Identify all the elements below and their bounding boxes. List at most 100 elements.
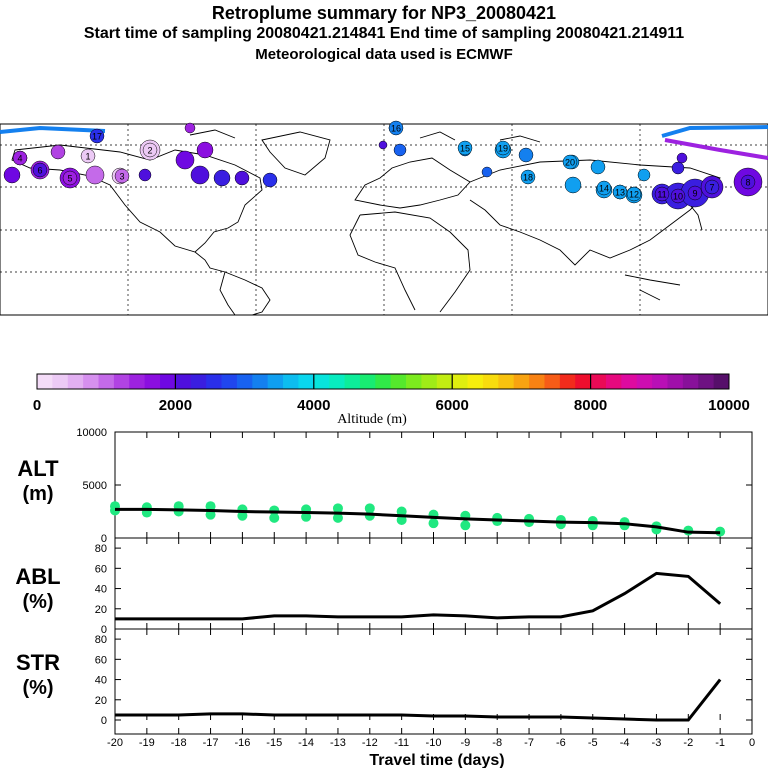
alt-scatter-point — [460, 520, 471, 531]
map-panel: 17 16 15 19 20 18 14 13 12 11 10 9 8 7 6 5 4 3 2 1 — [0, 120, 768, 316]
x-tick-label: -16 — [234, 737, 250, 749]
map-day-marker-label: 14 — [599, 184, 609, 194]
colorbar-cell — [467, 374, 484, 389]
colorbar-cell — [221, 374, 238, 389]
x-tick-label: -9 — [460, 737, 470, 749]
plume-blob — [175, 150, 195, 170]
alt-panel-unit: (m) — [22, 483, 53, 505]
colorbar-cell — [652, 374, 668, 389]
colorbar-ticks: 0 2000 4000 6000 8000 10000 — [33, 374, 750, 414]
colorbar-cell — [529, 374, 545, 389]
y-tick-label: 20 — [95, 695, 107, 707]
abl-panel: 0 20 40 60 80 — [95, 538, 753, 636]
map-day-marker — [704, 179, 720, 195]
plume-blob — [262, 172, 278, 188]
south-america-coast — [194, 251, 271, 316]
x-tick-label: -7 — [524, 737, 534, 749]
alt-panel: 0 5000 10000 — [76, 427, 753, 545]
time-series-panels: ALT (m) ABL (%) STR (%) 0 5000 10000 0 20 40… — [15, 427, 755, 768]
map-day-marker-label: 2 — [147, 146, 152, 156]
map-day-marker — [12, 150, 28, 166]
alt-scatter-point — [396, 506, 407, 517]
alt-scatter-point — [269, 512, 280, 523]
colorbar-cell — [498, 374, 515, 389]
colorbar-tick-label: 2000 — [159, 397, 192, 414]
alt-scatter-point — [205, 509, 216, 520]
map-coastlines — [11, 129, 721, 316]
map-day-marker — [687, 185, 703, 201]
track-blue-east — [661, 125, 768, 138]
y-tick-label: 20 — [95, 604, 107, 616]
abl-panel-unit: (%) — [22, 591, 53, 613]
colorbar-cell — [98, 374, 115, 389]
x-tick-label: -2 — [683, 737, 693, 749]
x-tick-label: -20 — [107, 737, 123, 749]
colorbar-cell — [329, 374, 345, 389]
map-day-marker-label: 6 — [37, 166, 42, 176]
colorbar-cell — [313, 374, 330, 389]
str-series-line — [115, 678, 722, 722]
met-data-text: Meteorological data used is ECMWF — [255, 46, 513, 63]
chart-title: Retroplume summary for NP3_20080421 — [211, 3, 557, 23]
plume-blob — [564, 176, 582, 194]
africa-coast — [349, 211, 471, 313]
y-tick-label: 40 — [95, 584, 107, 596]
colorbar-cell — [621, 374, 638, 389]
alt-scatter-point — [332, 503, 343, 514]
colorbar-cells — [37, 374, 730, 389]
x-tick-label: -19 — [139, 737, 155, 749]
map-day-marker — [114, 168, 130, 184]
map-day-marker-label: 5 — [67, 174, 72, 184]
colorbar-cell — [129, 374, 146, 389]
plume-blob — [184, 122, 196, 134]
map-day-marker — [32, 162, 48, 178]
y-tick-label: 60 — [95, 654, 107, 666]
map-day-marker — [740, 174, 756, 190]
y-tick-label: 0 — [101, 624, 107, 636]
sampling-time-text: Start time of sampling 20080421.214841 E… — [83, 25, 685, 42]
plume-tracks — [0, 125, 768, 160]
colorbar-cell — [175, 374, 192, 389]
map-day-marker-label: 12 — [629, 190, 639, 200]
altitude-colorbar: 0 2000 4000 6000 8000 10000 Altitude (m) — [33, 373, 750, 427]
track-purple-east — [664, 138, 768, 160]
map-day-marker — [596, 180, 612, 196]
str-panel-label: STR — [16, 650, 60, 675]
x-tick-label: -12 — [362, 737, 378, 749]
x-axis-label: Travel time (days) — [369, 752, 504, 768]
map-day-marker — [562, 154, 578, 170]
x-tick-label: -18 — [171, 737, 187, 749]
y-tick-label: 80 — [95, 634, 107, 646]
map-day-marker-label: 7 — [709, 183, 714, 193]
str-panel: 0 20 40 60 80 — [95, 629, 753, 727]
colorbar-cell — [698, 374, 715, 389]
colorbar-cell — [252, 374, 269, 389]
map-day-marker — [142, 142, 158, 158]
abl-series-line — [115, 571, 722, 621]
map-day-marker — [495, 140, 511, 156]
colorbar-cell — [283, 374, 299, 389]
plume-blob — [138, 168, 152, 182]
map-day-marker — [612, 184, 628, 200]
plume-blob — [481, 166, 493, 178]
plume-blob — [590, 159, 606, 175]
x-tick-label: -14 — [298, 737, 314, 749]
map-day-marker-label: 11 — [657, 190, 666, 200]
map-day-marker — [670, 188, 686, 204]
colorbar-cell — [590, 374, 607, 389]
x-tick-label: -6 — [556, 737, 566, 749]
colorbar-cell — [113, 374, 130, 389]
colorbar-label: Altitude (m) — [337, 412, 407, 427]
colorbar-tick-label: 8000 — [574, 397, 607, 414]
colorbar-cell — [160, 374, 176, 389]
plume-blob — [213, 169, 231, 187]
x-tick-label: -17 — [203, 737, 219, 749]
colorbar-cell — [359, 374, 376, 389]
map-day-marker — [62, 170, 78, 186]
plume-blob — [637, 168, 651, 182]
plume-blob — [85, 165, 105, 185]
alt-scatter-point — [332, 512, 343, 523]
islands-coast — [624, 204, 703, 301]
map-day-marker-label: 8 — [745, 178, 750, 188]
